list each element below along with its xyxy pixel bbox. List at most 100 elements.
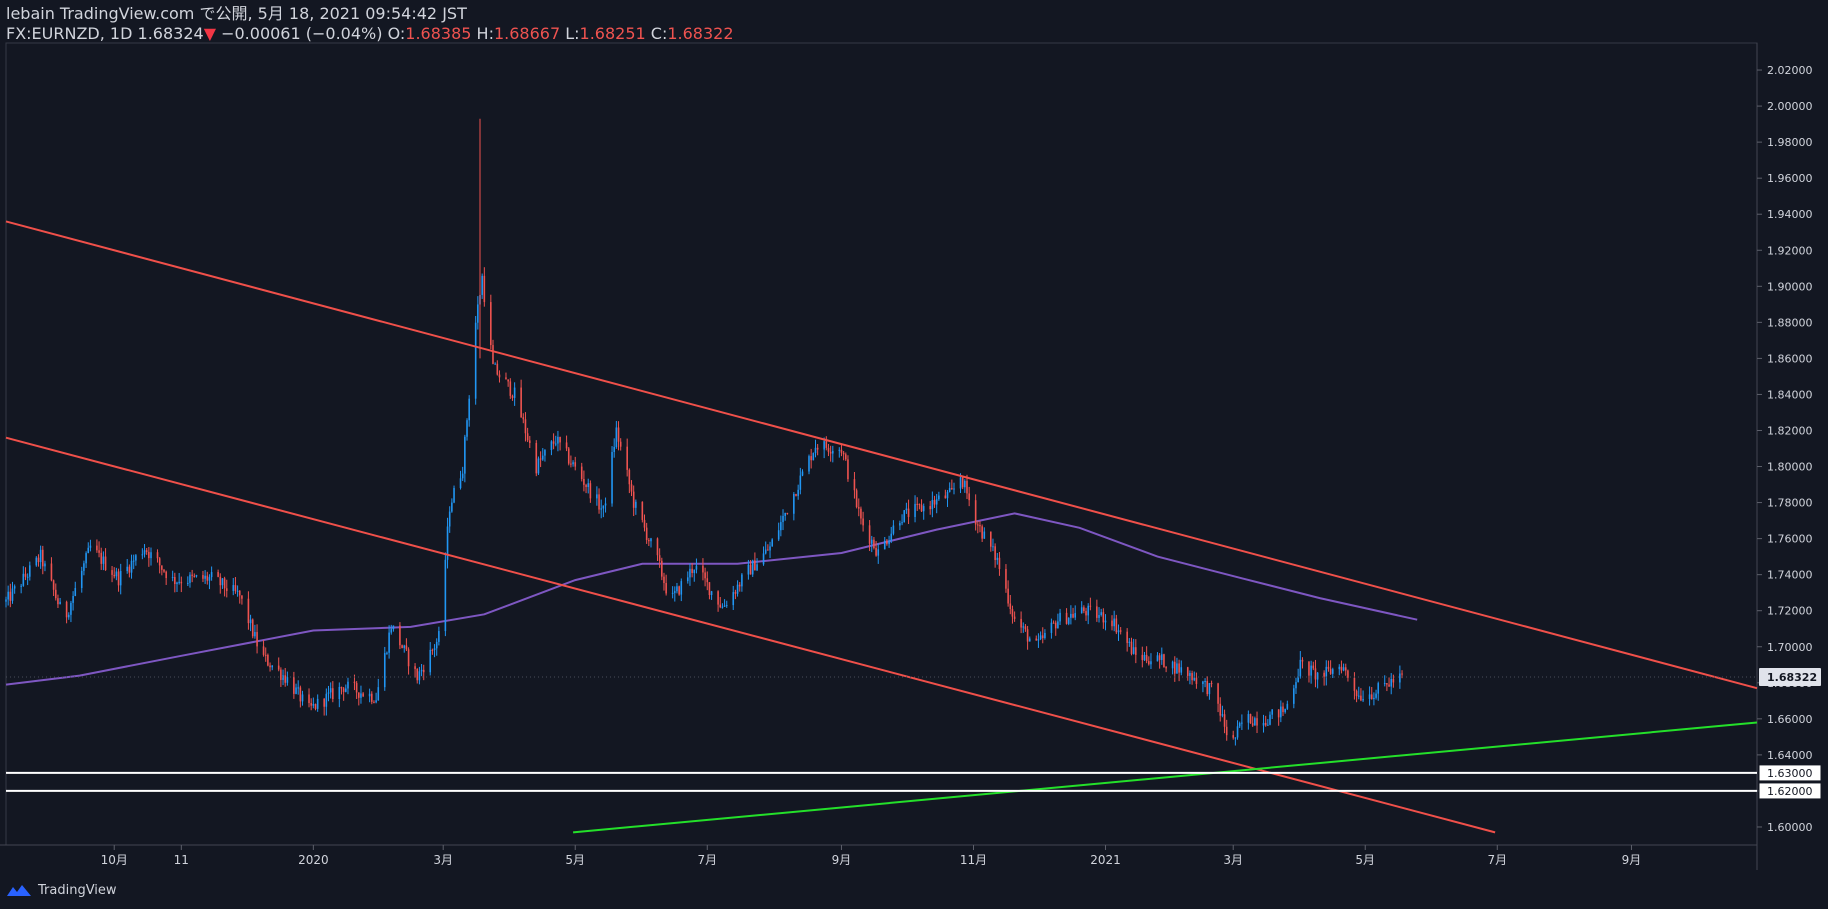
candle-body	[357, 692, 360, 698]
candle-body	[1059, 612, 1061, 622]
candle-body	[860, 508, 862, 519]
candle-body	[420, 669, 423, 672]
candle-body	[247, 598, 250, 624]
candle-body	[100, 552, 103, 564]
candle-body	[1113, 618, 1115, 627]
candle-body	[178, 581, 180, 583]
level-label-box	[1758, 764, 1822, 782]
support-trendline[interactable]	[572, 721, 1758, 834]
candle-body	[1399, 673, 1401, 683]
candle-body	[797, 489, 799, 496]
candle-body	[951, 488, 953, 490]
candle-body	[57, 598, 59, 605]
x-tick-label: 2020	[298, 853, 329, 867]
candle-body	[832, 450, 834, 454]
candle-body	[141, 554, 144, 556]
candle-body	[368, 693, 371, 697]
candle-body	[251, 619, 254, 637]
candle-body	[256, 632, 258, 647]
candle-body	[340, 686, 343, 689]
candle-body	[308, 694, 310, 704]
low-label: L:	[565, 24, 580, 43]
candle-body	[1145, 654, 1148, 662]
candle-body	[944, 495, 947, 499]
candle-body	[914, 503, 916, 517]
candle-body	[935, 499, 938, 505]
candle-body	[1344, 667, 1347, 671]
candle-body	[1234, 737, 1237, 739]
candle-body	[1128, 641, 1131, 643]
lower-channel-trendline[interactable]	[5, 436, 1496, 834]
y-tick-label: 1.72000	[1767, 605, 1813, 618]
candle-body	[1301, 659, 1304, 662]
candle-body	[490, 302, 492, 346]
candle-body	[812, 453, 815, 461]
candle-body	[386, 652, 388, 654]
candle-body	[70, 602, 72, 615]
candle-body	[1104, 620, 1107, 623]
upper-channel-trendline[interactable]	[5, 220, 1758, 690]
candle-body	[1070, 613, 1072, 618]
candle-body	[35, 557, 38, 566]
candle-body	[132, 560, 135, 562]
symbol-label[interactable]: FX:EURNZD, 1D	[6, 24, 133, 43]
candle-body	[483, 275, 486, 303]
candle-body	[383, 653, 386, 688]
candle-body	[405, 645, 408, 650]
candle-body	[310, 703, 312, 706]
open-value: 1.68385	[405, 24, 472, 43]
brand-name[interactable]: TradingView	[38, 882, 117, 898]
candle-body	[847, 459, 849, 480]
candle-body	[20, 585, 22, 587]
candle-body	[277, 665, 280, 670]
candle-body	[1126, 631, 1128, 643]
candle-body	[39, 549, 42, 563]
candle-body	[520, 387, 522, 418]
candle-body	[1057, 621, 1059, 629]
candle-body	[1284, 708, 1286, 713]
candle-body	[559, 436, 561, 443]
candle-body	[1158, 655, 1161, 660]
y-tick-label: 1.78000	[1767, 497, 1813, 510]
candle-body	[202, 575, 204, 579]
candle-body	[1210, 683, 1213, 685]
candle-body	[825, 441, 828, 448]
candle-body	[1195, 677, 1198, 684]
candle-body	[312, 704, 315, 706]
candle-body	[1204, 680, 1206, 682]
candle-body	[221, 578, 224, 586]
x-tick-label: 11	[174, 853, 189, 867]
candle-body	[734, 592, 737, 594]
candle-body	[496, 363, 499, 375]
candle-body	[604, 503, 607, 506]
candle-body	[1130, 641, 1133, 654]
candle-body	[844, 454, 847, 460]
candle-body	[1353, 677, 1356, 691]
candle-body	[1308, 661, 1310, 676]
candle-body	[41, 549, 44, 567]
candle-body	[1156, 655, 1159, 662]
candle-body	[747, 564, 750, 575]
candle-body	[704, 572, 706, 579]
candle-body	[1221, 714, 1224, 716]
candle-body	[435, 641, 438, 649]
candle-body	[492, 345, 494, 364]
candle-body	[648, 539, 650, 542]
candle-body	[223, 578, 226, 589]
candle-body	[332, 688, 334, 700]
candle-body	[1041, 635, 1044, 638]
candle-body	[96, 545, 98, 551]
candle-body	[210, 572, 213, 578]
candle-body	[996, 557, 999, 560]
candle-body	[1208, 683, 1211, 695]
candle-body	[102, 556, 105, 564]
candle-body	[643, 519, 646, 528]
close-value: 1.68322	[667, 24, 734, 43]
candle-body	[611, 451, 613, 504]
tradingview-logo-icon[interactable]	[6, 883, 32, 897]
candle-body	[823, 441, 825, 450]
candle-body	[974, 500, 977, 525]
candle-body	[1119, 630, 1122, 632]
candle-body	[163, 569, 165, 572]
